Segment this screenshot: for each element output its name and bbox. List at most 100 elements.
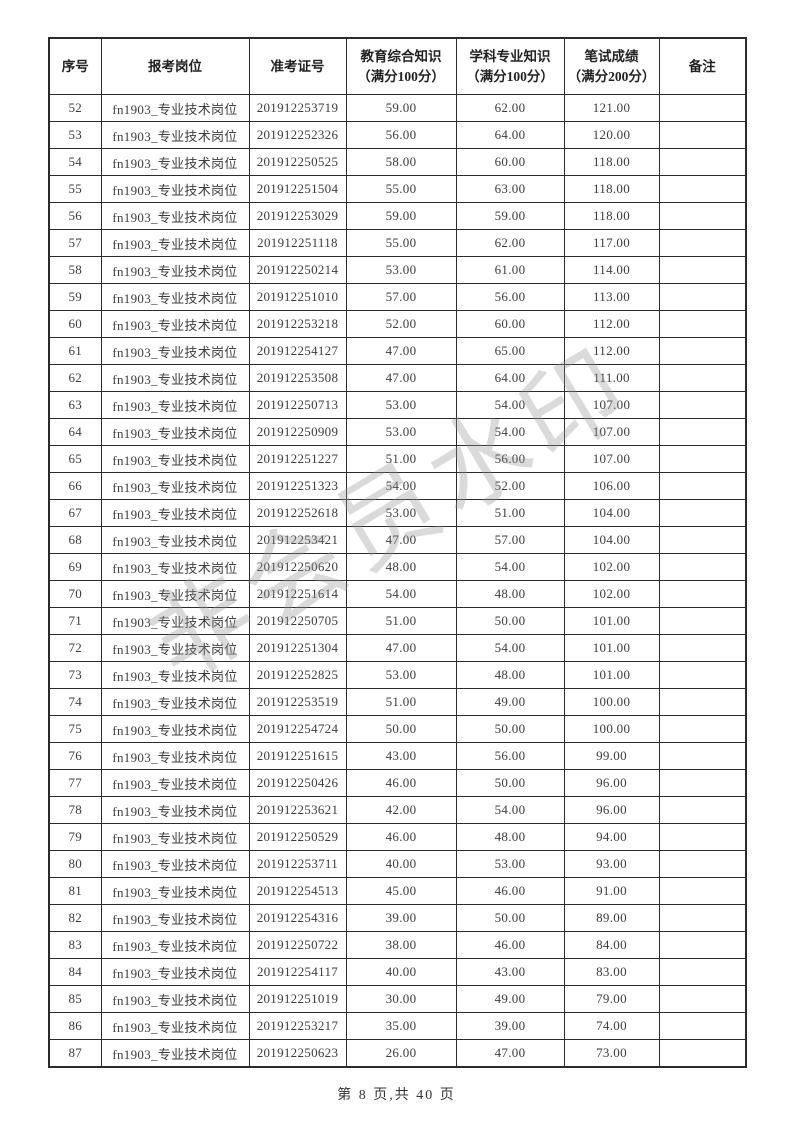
cell-ticket: 201912251019 (248, 985, 347, 1013)
cell-remark (658, 553, 747, 581)
cell-ticket: 201912250426 (248, 769, 347, 797)
table-row: 82 fn1903_专业技术岗位 201912254316 39.00 50.00 89.… (48, 904, 747, 932)
cell-subject-score: 54.00 (455, 634, 565, 662)
table-row: 86 fn1903_专业技术岗位 201912253217 35.00 39.00 74.… (48, 1012, 747, 1040)
cell-written-total: 99.00 (563, 742, 660, 770)
cell-education-score: 53.00 (345, 418, 457, 446)
cell-ticket: 201912254724 (248, 715, 347, 743)
cell-serial: 74 (48, 688, 102, 716)
cell-ticket: 201912253711 (248, 850, 347, 878)
cell-ticket: 201912253719 (248, 94, 347, 122)
cell-remark (658, 418, 747, 446)
cell-ticket: 201912253218 (248, 310, 347, 338)
cell-written-total: 112.00 (563, 337, 660, 365)
cell-education-score: 51.00 (345, 688, 457, 716)
cell-ticket: 201912253621 (248, 796, 347, 824)
cell-subject-score: 43.00 (455, 958, 565, 986)
cell-serial: 85 (48, 985, 102, 1013)
table-row: 81 fn1903_专业技术岗位 201912254513 45.00 46.00 91.… (48, 877, 747, 905)
cell-written-total: 117.00 (563, 229, 660, 257)
cell-subject-score: 48.00 (455, 823, 565, 851)
cell-serial: 67 (48, 499, 102, 527)
cell-remark (658, 337, 747, 365)
cell-education-score: 46.00 (345, 823, 457, 851)
cell-education-score: 54.00 (345, 580, 457, 608)
cell-ticket: 201912250623 (248, 1039, 347, 1068)
cell-ticket: 201912250713 (248, 391, 347, 419)
cell-education-score: 47.00 (345, 337, 457, 365)
cell-position: fn1903_专业技术岗位 (100, 499, 250, 527)
cell-ticket: 201912251304 (248, 634, 347, 662)
cell-subject-score: 49.00 (455, 688, 565, 716)
cell-remark (658, 445, 747, 473)
cell-remark (658, 1039, 747, 1068)
cell-remark (658, 796, 747, 824)
cell-position: fn1903_专业技术岗位 (100, 202, 250, 230)
cell-ticket: 201912251615 (248, 742, 347, 770)
table-row: 63 fn1903_专业技术岗位 201912250713 53.00 54.00 107… (48, 391, 747, 419)
page-footer: 第 8 页,共 40 页 (337, 1088, 456, 1103)
cell-subject-score: 64.00 (455, 121, 565, 149)
cell-position: fn1903_专业技术岗位 (100, 580, 250, 608)
cell-serial: 75 (48, 715, 102, 743)
cell-remark (658, 526, 747, 554)
cell-serial: 69 (48, 553, 102, 581)
cell-education-score: 59.00 (345, 94, 457, 122)
cell-written-total: 83.00 (563, 958, 660, 986)
cell-written-total: 113.00 (563, 283, 660, 311)
cell-remark (658, 931, 747, 959)
column-header-ticket: 准考证号 (248, 37, 347, 95)
cell-remark (658, 148, 747, 176)
cell-education-score: 47.00 (345, 526, 457, 554)
cell-written-total: 100.00 (563, 688, 660, 716)
cell-written-total: 96.00 (563, 769, 660, 797)
cell-subject-score: 49.00 (455, 985, 565, 1013)
column-header-serial: 序号 (48, 37, 102, 95)
table-row: 69 fn1903_专业技术岗位 201912250620 48.00 54.00 102… (48, 553, 747, 581)
cell-serial: 53 (48, 121, 102, 149)
cell-education-score: 35.00 (345, 1012, 457, 1040)
cell-position: fn1903_专业技术岗位 (100, 661, 250, 689)
table-row: 72 fn1903_专业技术岗位 201912251304 47.00 54.00 101… (48, 634, 747, 662)
cell-remark (658, 742, 747, 770)
cell-position: fn1903_专业技术岗位 (100, 418, 250, 446)
table-row: 64 fn1903_专业技术岗位 201912250909 53.00 54.00 107… (48, 418, 747, 446)
cell-written-total: 111.00 (563, 364, 660, 392)
cell-remark (658, 94, 747, 122)
cell-remark (658, 769, 747, 797)
cell-position: fn1903_专业技术岗位 (100, 310, 250, 338)
cell-position: fn1903_专业技术岗位 (100, 985, 250, 1013)
cell-remark (658, 283, 747, 311)
table-row: 70 fn1903_专业技术岗位 201912251614 54.00 48.00 102… (48, 580, 747, 608)
cell-position: fn1903_专业技术岗位 (100, 94, 250, 122)
cell-subject-score: 50.00 (455, 769, 565, 797)
cell-education-score: 51.00 (345, 607, 457, 635)
cell-ticket: 201912253029 (248, 202, 347, 230)
cell-ticket: 201912250214 (248, 256, 347, 284)
cell-remark (658, 715, 747, 743)
cell-subject-score: 56.00 (455, 742, 565, 770)
cell-subject-score: 57.00 (455, 526, 565, 554)
cell-education-score: 46.00 (345, 769, 457, 797)
table-row: 84 fn1903_专业技术岗位 201912254117 40.00 43.00 83.… (48, 958, 747, 986)
cell-ticket: 201912253421 (248, 526, 347, 554)
cell-written-total: 73.00 (563, 1039, 660, 1068)
table-row: 65 fn1903_专业技术岗位 201912251227 51.00 56.00 107… (48, 445, 747, 473)
cell-remark (658, 634, 747, 662)
cell-serial: 82 (48, 904, 102, 932)
cell-written-total: 114.00 (563, 256, 660, 284)
cell-written-total: 118.00 (563, 175, 660, 203)
cell-education-score: 42.00 (345, 796, 457, 824)
cell-education-score: 47.00 (345, 634, 457, 662)
cell-education-score: 55.00 (345, 229, 457, 257)
cell-education-score: 38.00 (345, 931, 457, 959)
cell-ticket: 201912253519 (248, 688, 347, 716)
table-row: 80 fn1903_专业技术岗位 201912253711 40.00 53.00 93.… (48, 850, 747, 878)
table-row: 55 fn1903_专业技术岗位 201912251504 55.00 63.00 118… (48, 175, 747, 203)
cell-serial: 68 (48, 526, 102, 554)
cell-education-score: 26.00 (345, 1039, 457, 1068)
cell-serial: 70 (48, 580, 102, 608)
cell-position: fn1903_专业技术岗位 (100, 364, 250, 392)
cell-education-score: 52.00 (345, 310, 457, 338)
cell-subject-score: 56.00 (455, 283, 565, 311)
